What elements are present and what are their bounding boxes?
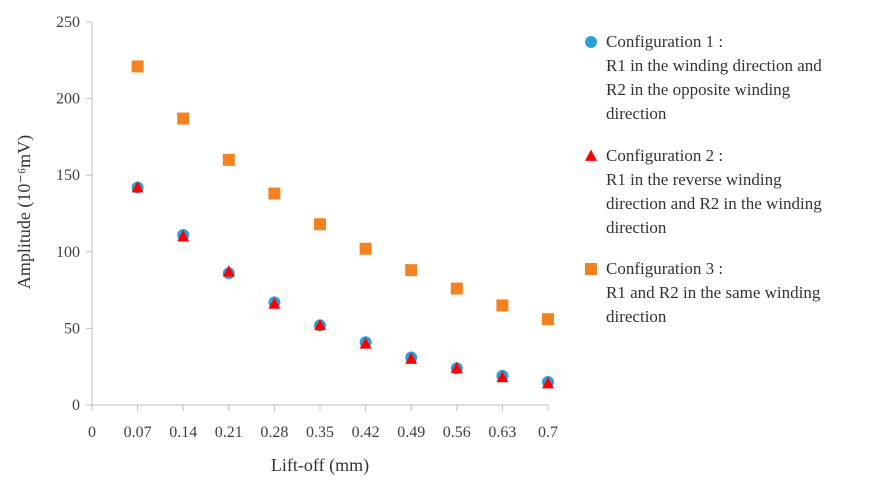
- x-tick-label: 0.56: [443, 424, 471, 441]
- legend-description-line: direction and R2 in the winding: [606, 194, 822, 213]
- series-3-point: [405, 264, 418, 277]
- series-3: [131, 60, 554, 326]
- legend-description-line: direction: [606, 104, 667, 123]
- series-2-point: [222, 265, 235, 277]
- legend-description-line: direction: [606, 218, 667, 237]
- series-3-point: [268, 187, 281, 200]
- series-2-point: [542, 377, 554, 389]
- legend-description-line: R1 in the reverse winding: [606, 170, 782, 189]
- series-2-point: [496, 370, 509, 383]
- y-tick-label: 200: [56, 91, 80, 108]
- y-axis-label: Amplitude (10⁻⁶mV): [14, 135, 35, 289]
- legend-marker: [585, 149, 597, 161]
- y-tick-label: 250: [56, 14, 80, 31]
- x-tick-label: 0.21: [215, 424, 243, 441]
- legend-series-name: Configuration 2 :: [606, 146, 723, 165]
- legend-description-line: direction: [606, 307, 667, 326]
- legend-description-line: R1 in the winding direction and: [606, 56, 822, 75]
- series-3-point: [450, 282, 463, 295]
- x-tick-label: 0.07: [124, 424, 152, 441]
- series-2-point: [314, 318, 326, 331]
- y-tick-label: 150: [56, 167, 80, 184]
- legend: Configuration 1 : R1 in the winding direc…: [585, 32, 822, 326]
- series-1: [131, 181, 554, 389]
- series-3-point: [359, 242, 372, 255]
- series-2: [131, 180, 554, 389]
- x-tick-label: 0.63: [488, 424, 516, 441]
- x-tick-label: 0.14: [169, 424, 197, 441]
- series-3-point: [177, 112, 190, 125]
- series-3-point: [542, 313, 554, 326]
- legend-description-line: R2 in the opposite winding: [606, 80, 791, 99]
- legend-series-name: Configuration 3 :: [606, 259, 723, 278]
- axes: 0 50 100 150 200 250 0 0.07 0.14 0.21 0.28 0.35 0.42…: [56, 14, 558, 441]
- series-2-point: [131, 180, 144, 193]
- legend-series-name: Configuration 1 :: [606, 32, 723, 51]
- data-marks: [131, 60, 554, 389]
- series-2-point: [450, 361, 463, 374]
- x-tick-label: 0.7: [538, 424, 558, 441]
- series-2-point: [177, 230, 190, 242]
- series-2-point: [268, 297, 281, 309]
- series-2-point: [405, 352, 418, 364]
- legend-description-line: R1 and R2 in the same winding: [606, 283, 821, 302]
- x-axis-label: Lift-off (mm): [271, 455, 369, 476]
- x-tick-label: 0: [88, 424, 96, 441]
- series-3-point: [314, 218, 326, 231]
- legend-marker: [585, 263, 597, 275]
- series-3-point: [496, 299, 509, 312]
- x-tick-label: 0.42: [352, 424, 380, 441]
- x-tick-label: 0.28: [260, 424, 288, 441]
- y-tick-label: 0: [72, 397, 80, 414]
- series-3-point: [222, 153, 235, 166]
- legend-entry-1: Configuration 1 : R1 in the winding direc…: [585, 32, 822, 123]
- legend-marker: [585, 36, 597, 48]
- legend-entry-3: Configuration 3 : R1 and R2 in the same w…: [585, 259, 821, 326]
- x-tick-label: 0.35: [306, 424, 334, 441]
- series-3-point: [131, 60, 144, 73]
- y-tick-label: 100: [56, 244, 80, 261]
- series-2-point: [359, 337, 372, 349]
- x-tick-label: 0.49: [397, 424, 425, 441]
- y-tick-label: 50: [64, 320, 80, 337]
- legend-entry-2: Configuration 2 : R1 in the reverse windi…: [585, 146, 822, 237]
